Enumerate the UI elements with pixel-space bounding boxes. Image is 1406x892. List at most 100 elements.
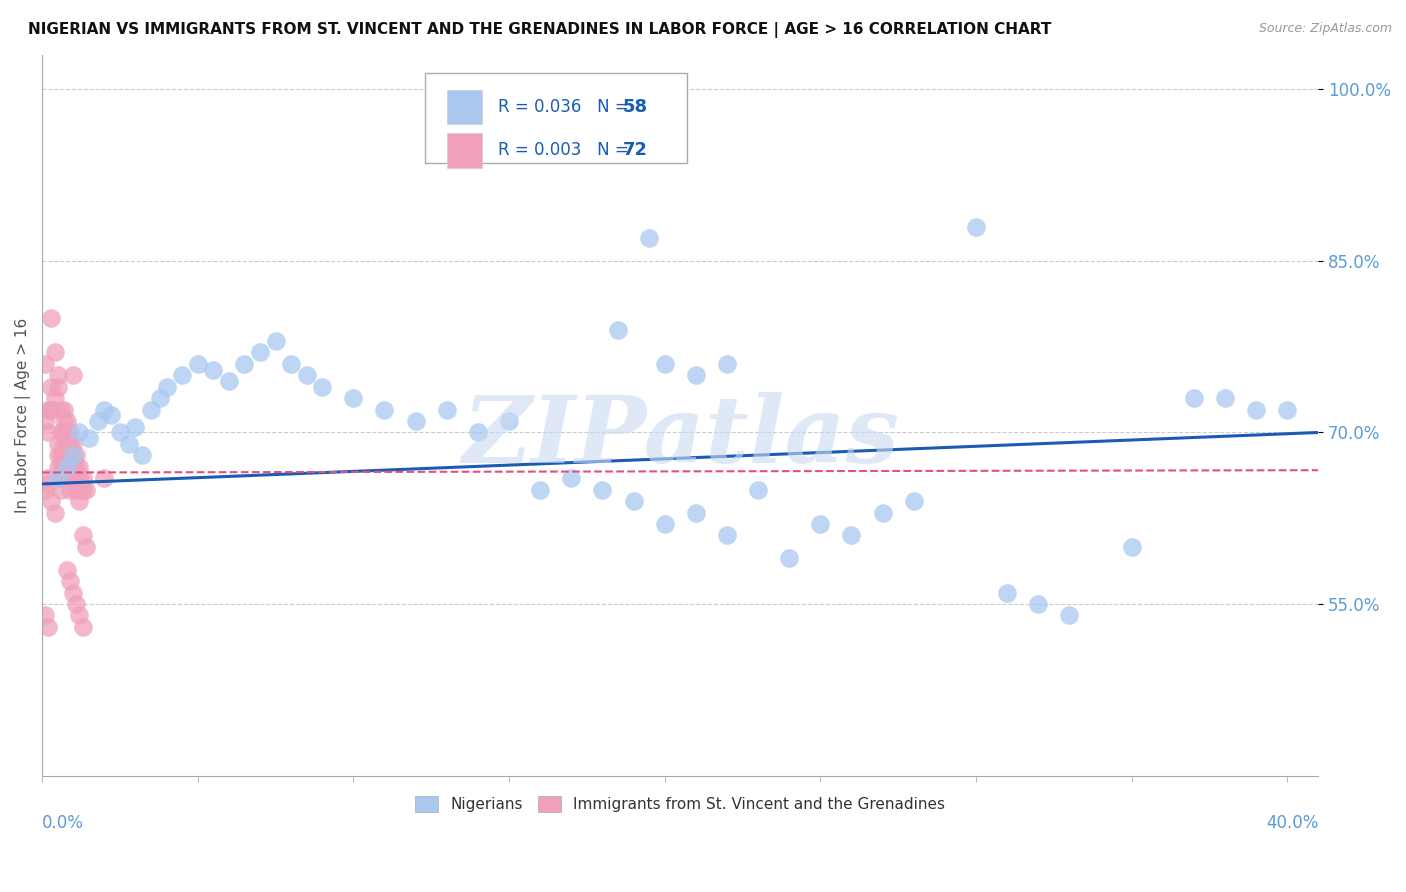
Point	[623, 494, 645, 508]
Text: R = 0.003   N =: R = 0.003 N =	[498, 141, 634, 160]
Point	[249, 345, 271, 359]
Point	[69, 483, 91, 497]
Point	[405, 414, 427, 428]
Point	[62, 585, 84, 599]
Text: NIGERIAN VS IMMIGRANTS FROM ST. VINCENT AND THE GRENADINES IN LABOR FORCE | AGE : NIGERIAN VS IMMIGRANTS FROM ST. VINCENT …	[28, 22, 1052, 38]
Point	[41, 380, 63, 394]
Point	[44, 391, 66, 405]
Point	[69, 425, 91, 440]
Point	[654, 357, 676, 371]
Point	[52, 448, 75, 462]
Point	[59, 425, 82, 440]
Point	[69, 459, 91, 474]
Point	[49, 402, 72, 417]
Point	[37, 425, 59, 440]
Point	[41, 311, 63, 326]
Point	[72, 471, 94, 485]
Point	[46, 471, 69, 485]
Point	[1244, 402, 1267, 417]
Point	[44, 506, 66, 520]
Point	[716, 357, 738, 371]
Point	[87, 414, 110, 428]
Text: 58: 58	[623, 98, 648, 116]
Point	[65, 483, 87, 497]
Point	[65, 471, 87, 485]
Point	[685, 506, 707, 520]
Point	[100, 409, 122, 423]
Point	[34, 357, 56, 371]
Point	[52, 425, 75, 440]
Point	[75, 483, 97, 497]
Point	[108, 425, 131, 440]
Point	[560, 471, 582, 485]
Point	[41, 402, 63, 417]
Point	[62, 471, 84, 485]
Point	[49, 471, 72, 485]
Point	[49, 483, 72, 497]
Point	[72, 528, 94, 542]
Point	[46, 448, 69, 462]
Point	[498, 414, 520, 428]
Point	[156, 380, 179, 394]
Point	[187, 357, 209, 371]
Point	[93, 402, 115, 417]
Y-axis label: In Labor Force | Age > 16: In Labor Force | Age > 16	[15, 318, 31, 513]
Point	[467, 425, 489, 440]
Point	[872, 506, 894, 520]
Point	[56, 448, 79, 462]
Point	[49, 448, 72, 462]
Point	[529, 483, 551, 497]
Point	[747, 483, 769, 497]
Point	[124, 419, 146, 434]
Point	[56, 563, 79, 577]
Point	[75, 540, 97, 554]
Point	[62, 459, 84, 474]
Point	[1275, 402, 1298, 417]
Point	[808, 516, 831, 531]
Point	[56, 414, 79, 428]
Point	[37, 402, 59, 417]
Point	[1213, 391, 1236, 405]
Point	[72, 620, 94, 634]
Text: 0.0%: 0.0%	[42, 814, 84, 832]
Point	[72, 483, 94, 497]
Point	[37, 477, 59, 491]
Point	[607, 322, 630, 336]
Point	[56, 471, 79, 485]
Point	[62, 448, 84, 462]
Point	[37, 620, 59, 634]
Point	[37, 471, 59, 485]
Point	[65, 597, 87, 611]
Point	[965, 219, 987, 234]
Point	[52, 459, 75, 474]
Legend: Nigerians, Immigrants from St. Vincent and the Grenadines: Nigerians, Immigrants from St. Vincent a…	[409, 790, 952, 818]
Point	[295, 368, 318, 383]
Point	[46, 380, 69, 394]
Point	[1182, 391, 1205, 405]
Point	[46, 459, 69, 474]
Point	[62, 368, 84, 383]
Point	[716, 528, 738, 542]
Text: R = 0.036   N =: R = 0.036 N =	[498, 98, 634, 116]
Point	[131, 448, 153, 462]
Point	[1121, 540, 1143, 554]
Point	[69, 471, 91, 485]
Point	[654, 516, 676, 531]
Point	[77, 431, 100, 445]
Point	[62, 437, 84, 451]
Text: 40.0%: 40.0%	[1265, 814, 1319, 832]
Point	[49, 425, 72, 440]
Point	[44, 345, 66, 359]
Point	[34, 608, 56, 623]
Point	[46, 368, 69, 383]
Point	[52, 414, 75, 428]
Point	[41, 494, 63, 508]
Point	[202, 362, 225, 376]
Point	[311, 380, 333, 394]
Point	[373, 402, 395, 417]
Point	[65, 448, 87, 462]
Text: ZIPatlas: ZIPatlas	[461, 392, 898, 482]
Point	[638, 231, 661, 245]
Point	[46, 471, 69, 485]
Point	[59, 483, 82, 497]
